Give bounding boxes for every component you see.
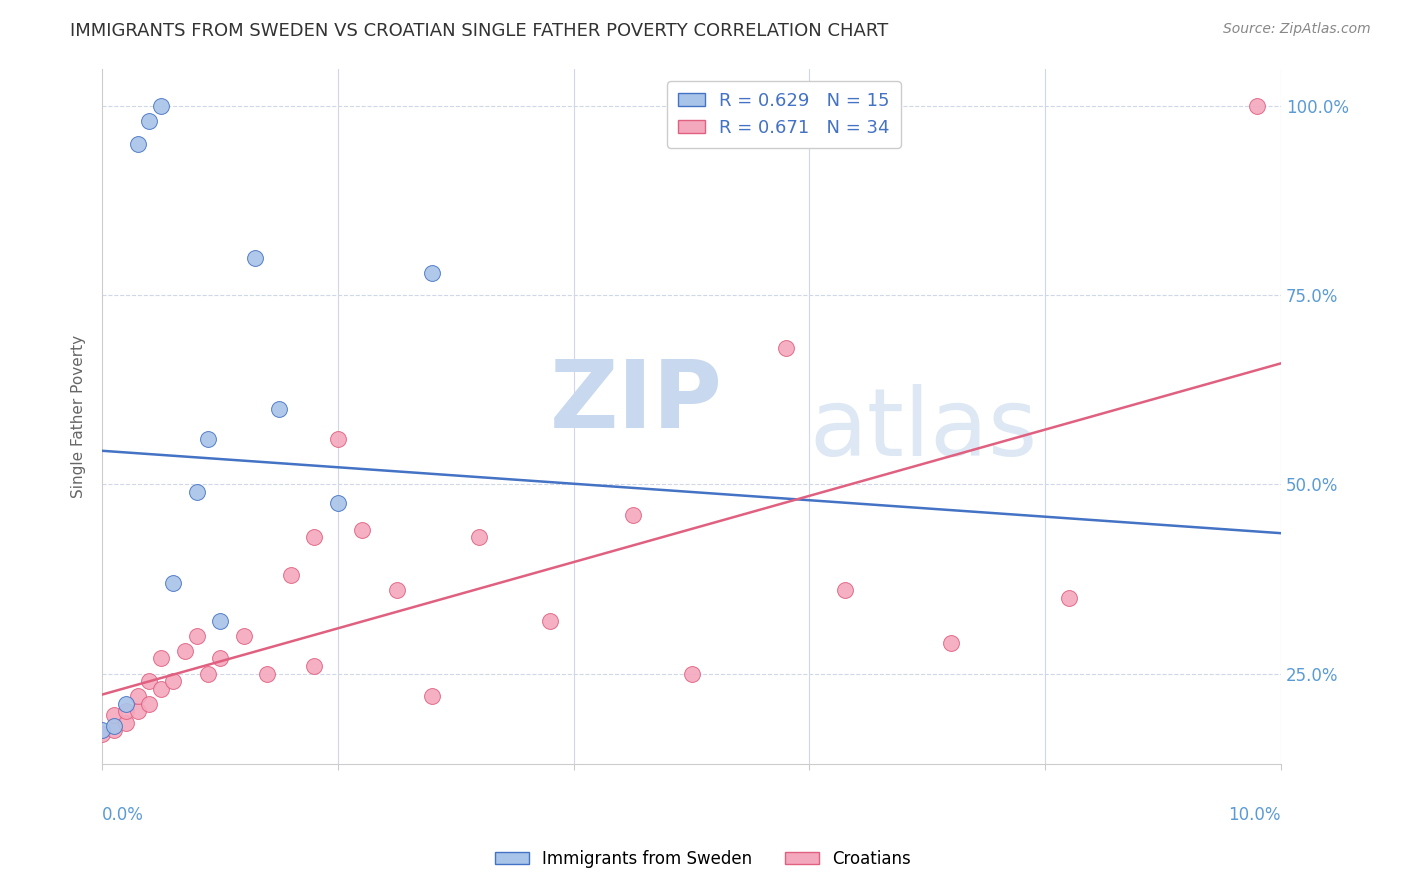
- Point: [162, 575, 184, 590]
- Point: [326, 432, 349, 446]
- Text: ZIP: ZIP: [550, 357, 723, 449]
- Point: [209, 651, 232, 665]
- Point: [350, 523, 373, 537]
- Point: [420, 690, 443, 704]
- Point: [173, 644, 195, 658]
- Point: [91, 727, 114, 741]
- Point: [280, 568, 302, 582]
- Point: [162, 674, 184, 689]
- Text: atlas: atlas: [810, 384, 1038, 476]
- Text: 10.0%: 10.0%: [1229, 806, 1281, 824]
- Point: [197, 432, 219, 446]
- Point: [138, 697, 160, 711]
- Text: IMMIGRANTS FROM SWEDEN VS CROATIAN SINGLE FATHER POVERTY CORRELATION CHART: IMMIGRANTS FROM SWEDEN VS CROATIAN SINGL…: [70, 22, 889, 40]
- Point: [1246, 99, 1268, 113]
- Point: [681, 666, 703, 681]
- Y-axis label: Single Father Poverty: Single Father Poverty: [72, 334, 86, 498]
- Point: [385, 583, 408, 598]
- Point: [538, 614, 561, 628]
- Point: [127, 690, 149, 704]
- Point: [326, 496, 349, 510]
- Point: [1057, 591, 1080, 605]
- Point: [138, 114, 160, 128]
- Point: [939, 636, 962, 650]
- Point: [186, 485, 208, 500]
- Point: [103, 719, 125, 733]
- Text: Source: ZipAtlas.com: Source: ZipAtlas.com: [1223, 22, 1371, 37]
- Point: [775, 342, 797, 356]
- Point: [186, 629, 208, 643]
- Point: [834, 583, 856, 598]
- Point: [138, 674, 160, 689]
- Point: [621, 508, 644, 522]
- Point: [127, 137, 149, 152]
- Point: [209, 614, 232, 628]
- Legend: R = 0.629   N = 15, R = 0.671   N = 34: R = 0.629 N = 15, R = 0.671 N = 34: [666, 81, 901, 148]
- Point: [468, 530, 491, 544]
- Point: [420, 266, 443, 280]
- Text: 0.0%: 0.0%: [103, 806, 143, 824]
- Point: [267, 401, 290, 416]
- Point: [127, 704, 149, 718]
- Point: [114, 704, 136, 718]
- Point: [150, 99, 173, 113]
- Legend: Immigrants from Sweden, Croatians: Immigrants from Sweden, Croatians: [488, 844, 918, 875]
- Point: [444, 772, 467, 787]
- Point: [304, 659, 326, 673]
- Point: [114, 697, 136, 711]
- Point: [91, 723, 114, 738]
- Point: [245, 251, 267, 265]
- Point: [256, 666, 278, 681]
- Point: [114, 715, 136, 730]
- Point: [304, 530, 326, 544]
- Point: [103, 723, 125, 738]
- Point: [103, 708, 125, 723]
- Point: [150, 681, 173, 696]
- Point: [197, 666, 219, 681]
- Point: [150, 651, 173, 665]
- Point: [232, 629, 254, 643]
